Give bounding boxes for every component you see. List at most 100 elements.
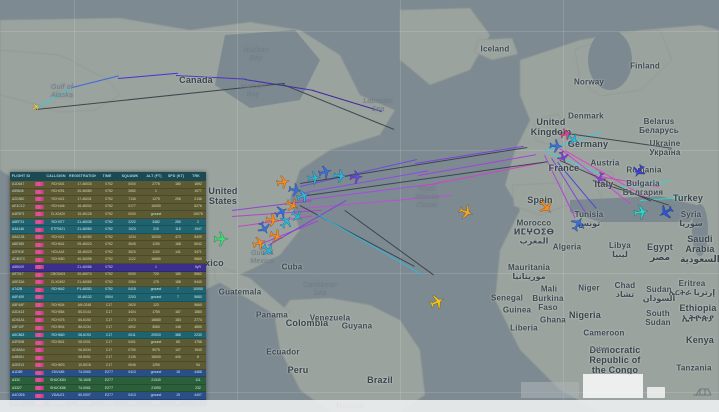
cell-track: 9660 bbox=[194, 257, 202, 262]
cell-flight-id: A97017 bbox=[12, 272, 24, 277]
column-header[interactable]: Registration bbox=[69, 174, 96, 178]
cell-registration: 60-0007 bbox=[78, 393, 91, 398]
flight-table-row[interactable]: A742B RCH642 P1-46081 0752 0415 ground 7 10050 bbox=[10, 286, 206, 295]
cell-speed: 180 bbox=[175, 272, 181, 277]
cell-flight-id: A8B009 bbox=[12, 264, 25, 269]
airline-logo-icon bbox=[35, 303, 44, 308]
cell-callsign: RCH634 bbox=[51, 302, 65, 307]
airline-logo-icon bbox=[35, 348, 44, 353]
flight-table-row[interactable]: A5A21B RCH421 15-46080 0752 1034 19200 473 5409 bbox=[10, 234, 206, 242]
flight-table-row[interactable]: A8F10F RCH804 86-0234 C17 4502 3060 148 4850 bbox=[10, 324, 206, 332]
cell-callsign: RCH301 bbox=[51, 181, 65, 186]
flight-table-row[interactable]: A5E33A CLX0492 21-46085 0752 2084 175 188 5440 bbox=[10, 279, 206, 287]
cell-altitude: ground bbox=[150, 340, 162, 345]
flight-table-row[interactable]: A6F409 18-46132 0504 2203 ground 7 5680 bbox=[10, 294, 206, 302]
cell-squawk: 0000 bbox=[128, 181, 136, 186]
cell-altitude: 1275 bbox=[152, 196, 160, 201]
flight-table-row[interactable]: A1D647 RCH301 17-46033 0752 0000 2775 180 1692 bbox=[10, 181, 206, 189]
cell-registration: 06-6034 bbox=[78, 347, 91, 352]
column-header[interactable]: Squawk bbox=[121, 174, 139, 178]
cell-altitude: 2775 bbox=[152, 181, 160, 186]
cell-altitude: ground bbox=[150, 370, 162, 375]
cell-time: C17 bbox=[105, 317, 113, 322]
flight-table-row[interactable]: ADB37C RCH080 40-46098 0752 1122 16680 9660 bbox=[10, 256, 206, 265]
cell-track: 5042 bbox=[194, 242, 202, 247]
cell-altitude: 3060 bbox=[152, 325, 160, 330]
cell-registration: 40-46098 bbox=[77, 257, 92, 262]
flight-table-row[interactable]: A97017 CBO0401 20-46074 0752 0000 720 180 5562 bbox=[10, 272, 206, 280]
cell-time: 0752 bbox=[105, 211, 113, 216]
flight-table-row[interactable]: AD83A4 06-6034 C17 0750 9075 107 1940 bbox=[10, 347, 206, 355]
airline-logo-icon bbox=[35, 272, 44, 277]
flight-table-row[interactable]: A4E9F3 CLX0420 15-46128 0752 0000 ground 10075 bbox=[10, 211, 206, 219]
flight-table-row[interactable]: A4B061 08-8051 C17 2135 15000 440 8 bbox=[10, 355, 206, 363]
cell-speed: 18 bbox=[176, 370, 180, 375]
flight-table-row[interactable]: A55846 RCH291 20-46080 0752 2652 1 1077 bbox=[10, 189, 206, 197]
flight-table-row[interactable]: A5EF21 RCH377 21-46038 0752 2222 3482 280 2 bbox=[10, 218, 206, 227]
column-header[interactable]: Trk bbox=[192, 174, 200, 178]
flight-table-row[interactable]: A2F81E HOLA41 18-46029 0752 3620 1100 141 3471 bbox=[10, 249, 206, 257]
cell-flight-id: A8F10F bbox=[12, 325, 25, 330]
cell-squawk: 0413 bbox=[128, 370, 136, 375]
cell-track: 4850 bbox=[194, 325, 202, 330]
flight-table-row[interactable]: A8F4AF RCH634 AN-0248 C17 2620 123 5660 bbox=[10, 302, 206, 310]
cell-altitude: 16680 bbox=[151, 257, 161, 262]
flight-table-row[interactable]: A2E513 RCH803 10-8018 C17 0646 1290 94 bbox=[10, 362, 206, 370]
flight-table-row[interactable]: AD51A1 RCH475 66-6150 C17 2173 16680 183 2774 bbox=[10, 317, 206, 325]
cell-time: 0752 bbox=[105, 196, 113, 201]
cell-track: 5562 bbox=[194, 272, 202, 277]
flight-table-row[interactable]: A3A146 ETF0521 21-46080 0752 1923 215 118 1947 bbox=[10, 226, 206, 234]
flight-table-row[interactable]: A3D413 RCH854 85-0144 C17 3404 1750 167 1880 bbox=[10, 309, 206, 317]
cell-altitude: ground bbox=[150, 211, 162, 216]
flight-table-row[interactable]: A8E385 RCH641 09-46020 0752 3645 1190 168 5042 bbox=[10, 241, 206, 249]
column-header[interactable]: Time bbox=[102, 174, 112, 178]
cell-track: 5276 bbox=[194, 204, 202, 209]
cell-altitude: 123 bbox=[153, 302, 159, 307]
flight-table-row[interactable]: A4C0E6 VDALE1 60-0007 E277 0413 ground 19 4407 bbox=[10, 392, 206, 400]
airline-logo-icon bbox=[35, 355, 44, 360]
airline-logo-icon bbox=[35, 370, 44, 375]
cell-flight-id: A4B061 bbox=[12, 355, 25, 360]
cell-time: 0752 bbox=[105, 249, 113, 254]
flight-table-row[interactable]: AE1C12 RCH446 16-46002 0752 0177 10000 5276 bbox=[10, 204, 206, 212]
airline-logo-icon bbox=[35, 227, 44, 232]
cell-flight-id: A3A146 bbox=[12, 227, 25, 232]
column-header[interactable]: Flight ID bbox=[11, 174, 31, 178]
column-header[interactable]: Spd (kt) bbox=[167, 174, 185, 178]
cell-registration: 10-8018 bbox=[78, 362, 91, 367]
cell-registration: 08-6193 bbox=[78, 332, 91, 337]
flight-table-row[interactable]: A1D89 CNV445 74-0060 E277 0413 ground 18 4488 bbox=[10, 369, 206, 378]
cell-track: 1077 bbox=[194, 189, 202, 194]
column-header[interactable]: Alt (ft) bbox=[146, 174, 162, 178]
flight-table-row[interactable]: A8B009 21-46086 0752 1 flyR bbox=[10, 264, 206, 272]
cell-altitude: 9075 bbox=[152, 347, 160, 352]
cell-time: 0752 bbox=[105, 189, 113, 194]
cell-flight-id: A6F409 bbox=[12, 294, 24, 299]
cell-squawk: 0413 bbox=[128, 393, 136, 398]
cell-callsign: RCH080 bbox=[51, 257, 65, 262]
cell-flight-id: A742B bbox=[12, 287, 23, 292]
cell-registration: 21-46086 bbox=[77, 264, 92, 269]
flight-table-row[interactable]: A3F80B RCH841 08-0001 C17 0401 ground 65 1756 bbox=[10, 339, 206, 348]
graticule-line bbox=[0, 150, 719, 151]
cell-callsign: CLX0420 bbox=[50, 211, 66, 216]
flight-table-row[interactable]: A3327 SHUCK86 74-0061 E277 21590 232 bbox=[10, 384, 206, 393]
cell-flight-id: ADB37C bbox=[12, 257, 26, 262]
cell-flight-id: A3327 bbox=[12, 385, 22, 390]
cell-flight-id: A3F80B bbox=[12, 340, 25, 345]
flight-table-body[interactable]: A1D647 RCH301 17-46033 0752 0000 2775 180 1692 A… bbox=[10, 181, 206, 406]
cell-track: 1940 bbox=[194, 347, 202, 352]
cell-altitude: 1190 bbox=[152, 242, 160, 247]
airline-logo-icon bbox=[35, 265, 44, 270]
cell-callsign: RCH804 bbox=[51, 325, 65, 330]
cell-squawk: 0750 bbox=[128, 347, 136, 352]
cell-altitude: ground bbox=[150, 287, 162, 292]
column-header[interactable]: Callsign bbox=[46, 174, 66, 178]
flight-table-row[interactable]: A2D580 RCH421 17-46031 0752 7136 1275 205 2136 bbox=[10, 196, 206, 204]
airline-logo-icon bbox=[35, 212, 44, 217]
flight-table-row[interactable]: A5C863 RCH660 08-6193 C17 0011 20920 388 2230 bbox=[10, 331, 206, 340]
cell-callsign: CBO0401 bbox=[50, 272, 66, 277]
flight-list-panel[interactable]: Flight ID Callsign Registration Time Squawk A… bbox=[10, 172, 206, 406]
flight-table-row[interactable]: A33C SHUCK84 78-1608 E277 21340 111 bbox=[10, 377, 206, 385]
cell-flight-id: A33C bbox=[12, 377, 21, 382]
